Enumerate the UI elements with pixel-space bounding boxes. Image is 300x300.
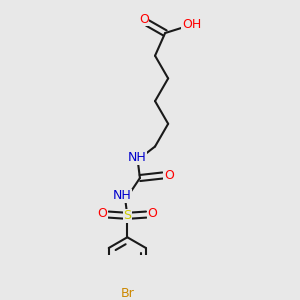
Text: S: S bbox=[123, 209, 131, 222]
Text: O: O bbox=[148, 207, 158, 220]
Text: OH: OH bbox=[182, 18, 201, 31]
Text: NH: NH bbox=[128, 151, 147, 164]
Text: O: O bbox=[164, 169, 174, 182]
Text: O: O bbox=[97, 207, 107, 220]
Text: Br: Br bbox=[120, 287, 134, 300]
Text: O: O bbox=[139, 13, 148, 26]
Text: NH: NH bbox=[113, 189, 132, 202]
